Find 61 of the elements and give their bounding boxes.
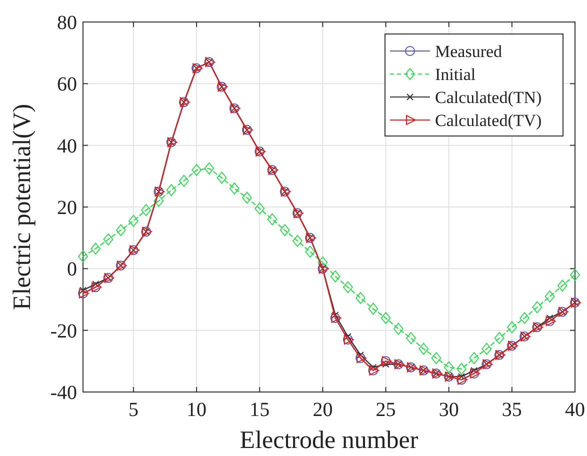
x-tick-label: 30 (438, 399, 459, 421)
y-tick-label: 60 (57, 74, 77, 96)
point (280, 224, 290, 236)
point (544, 290, 555, 302)
point (166, 184, 176, 196)
x-tick-label: 25 (376, 399, 396, 421)
y-tick-label: -40 (50, 382, 77, 404)
x-tick-label: 35 (502, 399, 522, 421)
y-tick-label: 0 (67, 258, 77, 281)
point (330, 270, 340, 282)
point (393, 322, 404, 335)
x-tick-label: 5 (128, 399, 138, 421)
point (154, 194, 164, 207)
point (532, 301, 542, 314)
point (406, 332, 416, 344)
point (506, 321, 517, 334)
point (229, 182, 240, 194)
y-tick-label: -20 (50, 320, 77, 342)
point (557, 280, 568, 292)
point (456, 362, 466, 375)
point (90, 242, 101, 255)
point (494, 332, 504, 344)
point (267, 213, 278, 226)
point (204, 162, 214, 174)
point (103, 233, 114, 246)
point (192, 164, 202, 176)
point (318, 256, 328, 268)
y-tick-label: 80 (57, 12, 77, 34)
point (570, 268, 580, 281)
x-axis-title: Electrode number (240, 427, 419, 454)
y-tick-label: 20 (57, 197, 77, 219)
point (444, 361, 454, 374)
legend-label: Calculated(TV) (435, 111, 542, 130)
y-axis-title: Electric potential(V) (9, 104, 36, 310)
point (128, 214, 138, 227)
point (342, 281, 353, 294)
point (520, 312, 530, 324)
point (305, 246, 316, 258)
y-tick-label: 40 (57, 135, 77, 158)
point (242, 192, 252, 204)
x-tick-label: 15 (250, 399, 270, 421)
point (356, 292, 366, 304)
point (216, 172, 227, 184)
point (469, 352, 480, 364)
point (431, 352, 442, 364)
point (78, 250, 88, 262)
point (380, 312, 391, 324)
legend-label: Calculated(TN) (435, 88, 542, 107)
point (482, 342, 492, 355)
legend-label: Initial (435, 65, 476, 84)
point (418, 342, 429, 355)
x-tick-label: 20 (312, 399, 333, 421)
point (368, 302, 378, 315)
point (292, 234, 302, 247)
point (254, 202, 265, 215)
point (116, 224, 126, 236)
point (178, 174, 189, 187)
x-tick-label: 10 (186, 399, 207, 421)
legend-label: Measured (435, 42, 503, 61)
point (141, 204, 152, 216)
x-tick-label: 40 (565, 399, 585, 421)
